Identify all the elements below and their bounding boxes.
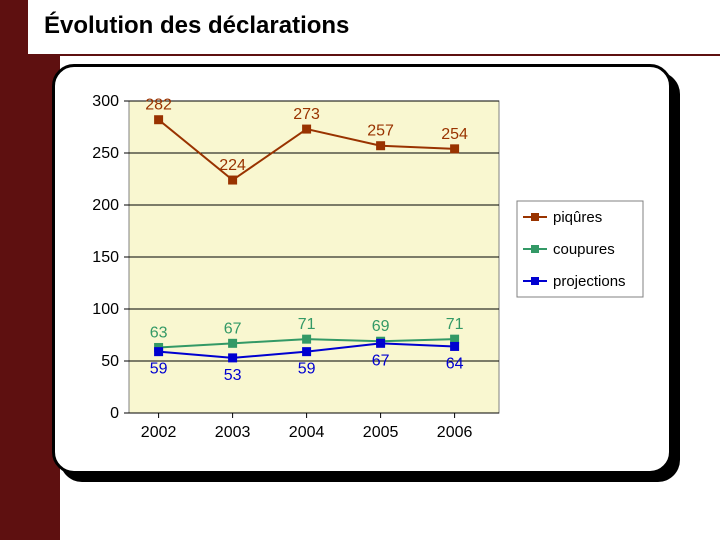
legend-marker-piqûres: [531, 213, 539, 221]
legend-marker-coupures: [531, 245, 539, 253]
series-marker-projections: [451, 342, 459, 350]
legend-marker-projections: [531, 277, 539, 285]
data-label-coupures: 71: [298, 316, 316, 333]
legend-label-coupures: coupures: [553, 241, 615, 258]
x-tick-label: 2006: [437, 424, 473, 441]
y-tick-label: 150: [92, 249, 119, 266]
y-tick-label: 200: [92, 197, 119, 214]
y-tick-label: 0: [110, 405, 119, 422]
series-marker-piqûres: [155, 116, 163, 124]
data-label-piqûres: 257: [367, 123, 394, 140]
data-label-coupures: 67: [224, 320, 242, 337]
evolution-chart: 0 50 100 150 200 250 300 2002 2003 2004 2005 2006 28…: [69, 83, 657, 459]
title-left-stripe: [0, 0, 28, 56]
data-label-piqûres: 273: [293, 106, 320, 123]
y-tick-label: 50: [101, 353, 119, 370]
x-tick-label: 2003: [215, 424, 251, 441]
data-label-projections: 53: [224, 367, 242, 384]
series-marker-piqûres: [229, 176, 237, 184]
data-label-coupures: 71: [446, 316, 464, 333]
series-marker-piqûres: [303, 125, 311, 133]
data-label-piqûres: 224: [219, 157, 246, 174]
data-label-projections: 59: [298, 361, 316, 378]
data-label-piqûres: 254: [441, 126, 468, 143]
y-tick-label: 300: [92, 93, 119, 110]
data-label-coupures: 63: [150, 324, 168, 341]
title-bar: Évolution des déclarations: [0, 0, 720, 56]
series-marker-coupures: [303, 335, 311, 343]
slide-title: Évolution des déclarations: [44, 12, 349, 40]
series-marker-projections: [377, 339, 385, 347]
series-marker-projections: [229, 354, 237, 362]
chart-panel: 0 50 100 150 200 250 300 2002 2003 2004 2005 2006 28…: [52, 64, 672, 474]
x-tick-label: 2002: [141, 424, 177, 441]
x-tick-label: 2004: [289, 424, 325, 441]
left-stripe: [0, 0, 60, 540]
slide: Évolution des déclarations 0501001502002…: [0, 0, 720, 540]
data-label-piqûres: 282: [145, 97, 172, 114]
series-marker-coupures: [229, 339, 237, 347]
y-tick-label: 100: [92, 301, 119, 318]
data-label-coupures: 69: [372, 318, 390, 335]
series-marker-piqûres: [451, 145, 459, 153]
y-tick-label: 250: [92, 145, 119, 162]
series-marker-projections: [303, 348, 311, 356]
series-marker-projections: [155, 348, 163, 356]
legend-label-projections: projections: [553, 273, 626, 290]
data-label-projections: 59: [150, 361, 168, 378]
legend-label-piqûres: piqûres: [553, 209, 602, 226]
data-label-projections: 67: [372, 352, 390, 369]
x-tick-label: 2005: [363, 424, 399, 441]
data-label-projections: 64: [446, 355, 464, 372]
series-marker-piqûres: [377, 142, 385, 150]
